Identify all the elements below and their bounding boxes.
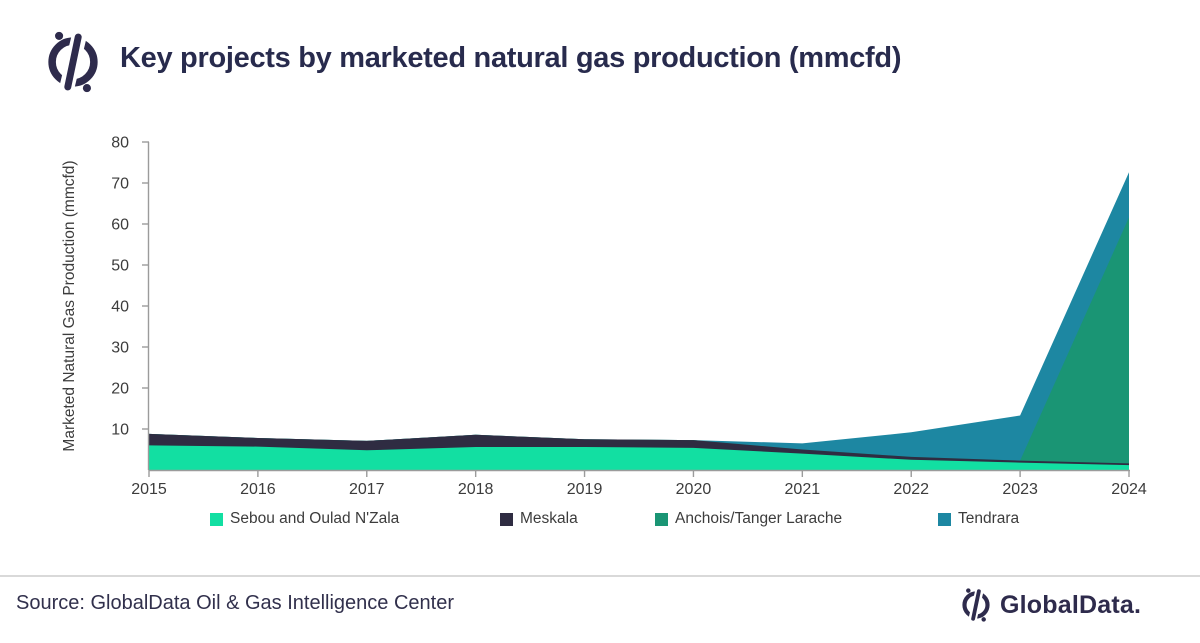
brand-wordmark: GlobalData. xyxy=(1000,590,1142,619)
stacked-area-chart: 10 20 30 40 50 60 70 80 2015 2016 2017 2018 2019 2020… xyxy=(111,135,1147,499)
footer-brand: GlobalData. xyxy=(960,588,1141,622)
legend-label: Meskala xyxy=(520,510,578,527)
y-tick-label: 70 xyxy=(111,176,129,193)
legend-swatch xyxy=(938,512,951,526)
footer-divider xyxy=(0,575,1200,577)
x-tick-label: 2020 xyxy=(676,481,712,498)
y-tick-label: 50 xyxy=(111,258,129,275)
x-tick-label: 2022 xyxy=(893,481,929,498)
y-tick-label: 80 xyxy=(111,135,129,152)
legend-item-sebou-and-oulad-n-zala: Sebou and Oulad N'Zala xyxy=(210,510,399,528)
x-tick-label: 2019 xyxy=(567,481,603,498)
globaldata-footer-logo-icon xyxy=(962,588,990,622)
y-tick-label: 10 xyxy=(111,422,129,439)
y-tick-label: 40 xyxy=(111,299,129,316)
area-tendrara xyxy=(149,172,1129,471)
x-tick-label: 2024 xyxy=(1111,481,1147,498)
globaldata-logo-icon xyxy=(48,31,98,93)
x-tick-label: 2021 xyxy=(785,481,821,498)
y-tick-label: 30 xyxy=(111,340,129,357)
legend-swatch xyxy=(500,512,513,526)
source-text: Source: GlobalData Oil & Gas Intelligenc… xyxy=(16,592,454,614)
y-tick-label: 60 xyxy=(111,217,129,234)
legend-item-anchois-tanger-larache: Anchois/Tanger Larache xyxy=(655,510,842,528)
legend-item-tendrara: Tendrara xyxy=(938,510,1019,528)
area-sebou-and-oulad-n-zala xyxy=(149,445,1129,470)
y-tick-label: 20 xyxy=(111,381,129,398)
x-tick-label: 2016 xyxy=(240,481,276,498)
x-tick-label: 2017 xyxy=(349,481,385,498)
x-tick-label: 2023 xyxy=(1002,481,1038,498)
legend-label: Sebou and Oulad N'Zala xyxy=(230,510,400,527)
legend-label: Tendrara xyxy=(958,510,1020,527)
legend-item-meskala: Meskala xyxy=(500,510,578,528)
x-tick-label: 2015 xyxy=(131,481,167,498)
legend-swatch xyxy=(210,512,223,526)
page-title: Key projects by marketed natural gas pro… xyxy=(120,42,902,74)
legend-swatch xyxy=(655,512,668,526)
legend-label: Anchois/Tanger Larache xyxy=(675,510,843,527)
x-tick-label: 2018 xyxy=(458,481,494,498)
